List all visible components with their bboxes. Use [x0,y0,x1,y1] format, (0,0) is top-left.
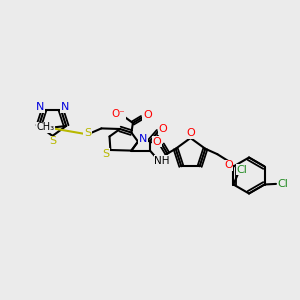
Text: S: S [49,136,56,146]
Text: O⁻: O⁻ [112,109,125,119]
Text: Cl: Cl [278,179,289,189]
Text: NH: NH [154,155,170,166]
Text: N: N [60,103,69,112]
Text: O: O [224,160,233,170]
Text: O: O [143,110,152,120]
Text: N: N [36,103,45,112]
Text: N: N [139,134,147,144]
Text: Cl: Cl [236,165,247,175]
Text: S: S [84,128,91,139]
Text: O: O [186,128,195,138]
Text: S: S [102,148,109,159]
Text: O: O [158,124,167,134]
Text: CH₃: CH₃ [36,122,54,132]
Text: O: O [153,136,162,147]
